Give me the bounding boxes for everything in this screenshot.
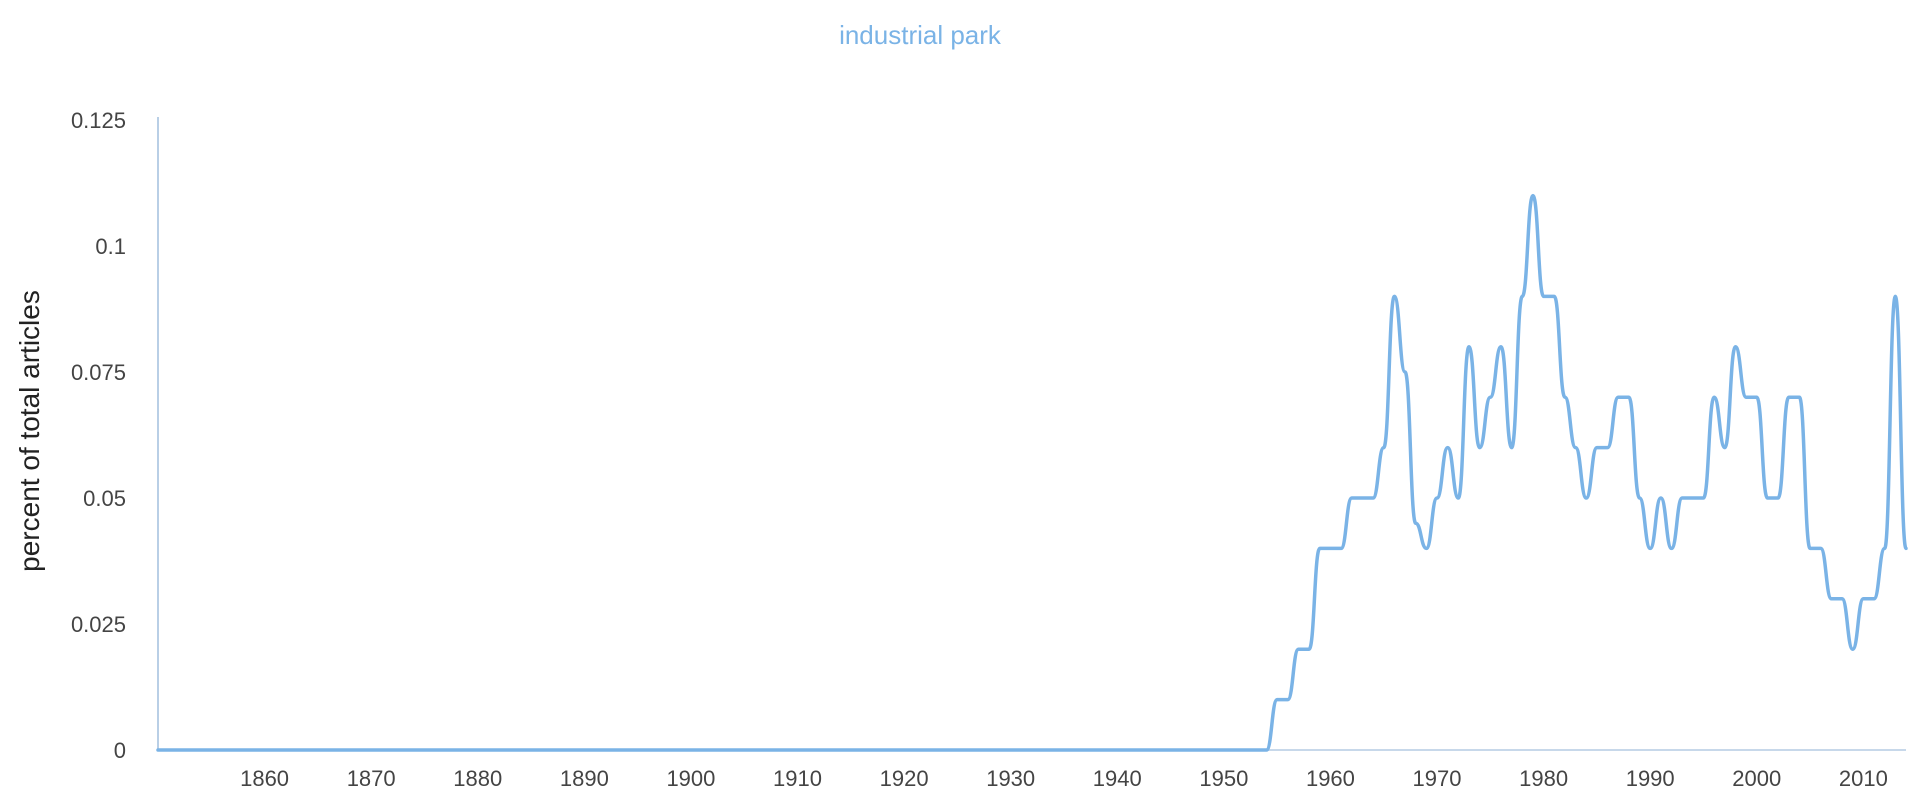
y-axis: 0 0.025 0.05 0.075 0.1 0.125 (71, 108, 159, 763)
x-tick-label: 1960 (1306, 766, 1355, 791)
x-tick-label: 1990 (1626, 766, 1675, 791)
plot-area (156, 193, 1908, 752)
x-axis: 1860 1870 1880 1890 1900 1910 1920 1930 1940 1950… (158, 749, 1906, 791)
x-tick-label: 2000 (1732, 766, 1781, 791)
x-tick-label: 1970 (1413, 766, 1462, 791)
x-tick-label: 1920 (880, 766, 929, 791)
x-tick-label: 1900 (666, 766, 715, 791)
y-tick-label: 0 (114, 738, 126, 763)
x-tick-label: 1980 (1519, 766, 1568, 791)
x-tick-label: 1950 (1199, 766, 1248, 791)
y-tick-label: 0.075 (71, 360, 126, 385)
series-line-0 (156, 193, 1908, 752)
x-tick-label: 1910 (773, 766, 822, 791)
chart-title: industrial park (839, 20, 1002, 50)
x-tick-label: 1890 (560, 766, 609, 791)
y-tick-label: 0.05 (83, 486, 126, 511)
x-tick-label: 1860 (240, 766, 289, 791)
y-tick-label: 0.125 (71, 108, 126, 133)
x-tick-label: 1880 (453, 766, 502, 791)
x-tick-label: 1870 (347, 766, 396, 791)
y-tick-label: 0.025 (71, 612, 126, 637)
y-tick-label: 0.1 (95, 234, 126, 259)
x-tick-label: 2010 (1839, 766, 1888, 791)
x-tick-label: 1940 (1093, 766, 1142, 791)
x-tick-label: 1930 (986, 766, 1035, 791)
y-axis-label: percent of total articles (14, 290, 45, 572)
